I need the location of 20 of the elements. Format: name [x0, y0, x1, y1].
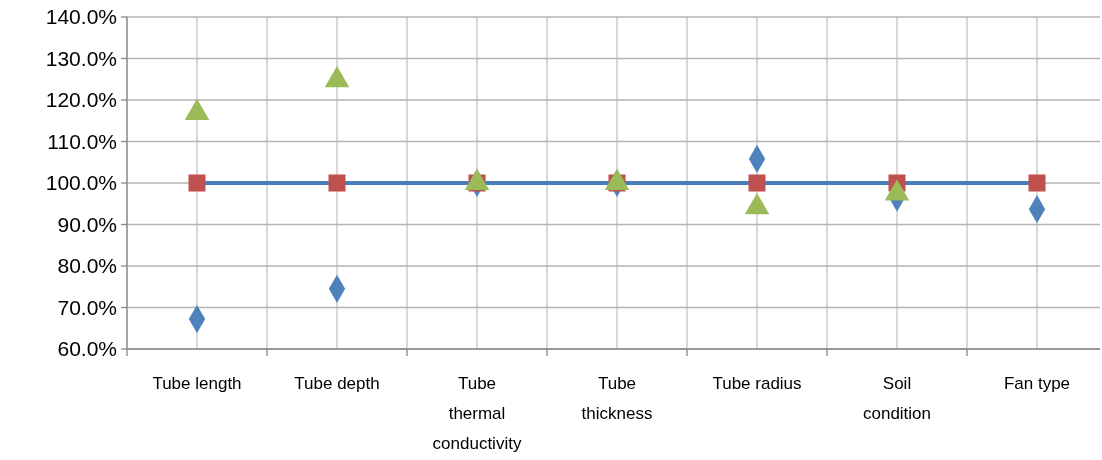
y-tick-label: 140.0%: [45, 5, 117, 29]
x-tick-label: Tube thermal conductivity: [432, 374, 522, 453]
y-tick-label: 130.0%: [45, 46, 117, 70]
x-tick-label: Fan type: [1003, 374, 1071, 393]
point: [748, 174, 766, 192]
point: [1028, 174, 1046, 192]
x-tick-label: Tube radius: [712, 374, 802, 393]
x-tick-label: Tube depth: [294, 374, 380, 393]
y-tick-label: 110.0%: [47, 129, 117, 153]
point: [188, 174, 206, 192]
y-tick-label: 120.0%: [45, 88, 117, 112]
x-tick-label: Tube thickness: [581, 374, 653, 423]
y-tick-label: 100.0%: [45, 171, 117, 195]
y-tick-label: 70.0%: [57, 295, 117, 319]
y-tick-label: 60.0%: [57, 337, 117, 361]
y-tick-label: 80.0%: [57, 254, 117, 278]
x-tick-label: Soil condition: [862, 374, 932, 423]
y-tick-label: 90.0%: [57, 212, 117, 236]
x-tick-label: Tube length: [152, 374, 242, 393]
point: [328, 174, 346, 192]
